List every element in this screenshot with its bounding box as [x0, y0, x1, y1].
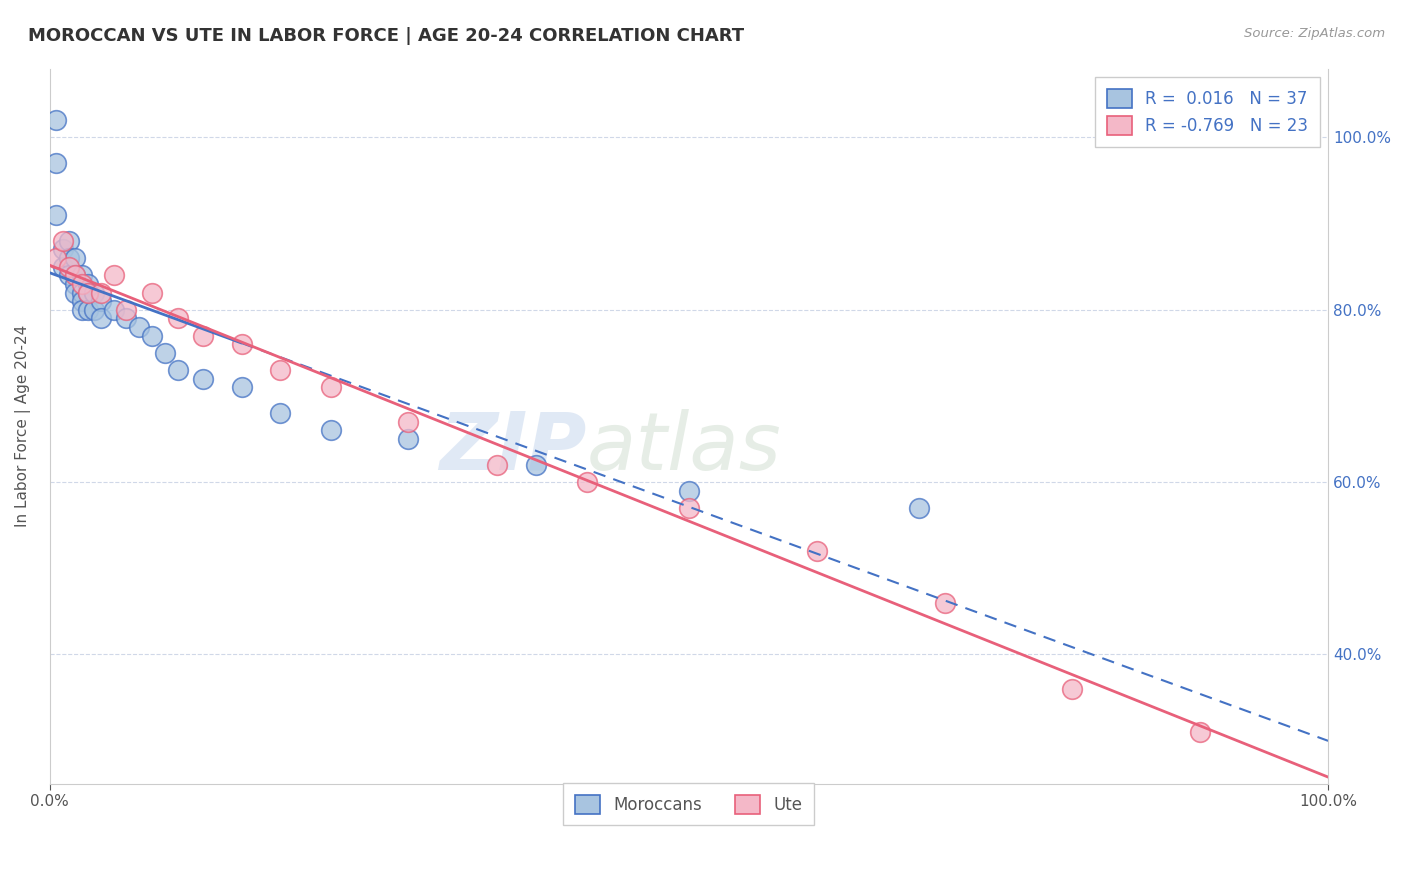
Point	[128, 320, 150, 334]
Point	[269, 406, 291, 420]
Point	[45, 113, 67, 128]
Point	[70, 285, 93, 300]
Point	[678, 500, 700, 515]
Point	[115, 302, 138, 317]
Text: MOROCCAN VS UTE IN LABOR FORCE | AGE 20-24 CORRELATION CHART: MOROCCAN VS UTE IN LABOR FORCE | AGE 20-…	[28, 27, 744, 45]
Point	[575, 475, 598, 490]
Point	[90, 285, 112, 300]
Point	[141, 285, 163, 300]
Point	[678, 483, 700, 498]
Text: ZIP: ZIP	[439, 409, 586, 486]
Point	[231, 337, 253, 351]
Point	[45, 156, 67, 170]
Point	[70, 302, 93, 317]
Point	[83, 302, 105, 317]
Point	[51, 243, 73, 257]
Legend: Moroccans, Ute: Moroccans, Ute	[564, 783, 814, 825]
Point	[191, 372, 214, 386]
Point	[153, 346, 176, 360]
Point	[58, 268, 80, 283]
Point	[51, 234, 73, 248]
Point	[45, 208, 67, 222]
Point	[166, 363, 188, 377]
Text: Source: ZipAtlas.com: Source: ZipAtlas.com	[1244, 27, 1385, 40]
Point	[65, 285, 87, 300]
Y-axis label: In Labor Force | Age 20-24: In Labor Force | Age 20-24	[15, 325, 31, 527]
Point	[806, 544, 828, 558]
Point	[77, 285, 100, 300]
Point	[65, 251, 87, 265]
Point	[103, 268, 125, 283]
Point	[77, 302, 100, 317]
Point	[269, 363, 291, 377]
Point	[70, 268, 93, 283]
Point	[83, 285, 105, 300]
Point	[166, 311, 188, 326]
Point	[65, 268, 87, 283]
Point	[51, 260, 73, 274]
Point	[58, 234, 80, 248]
Point	[90, 311, 112, 326]
Point	[58, 251, 80, 265]
Point	[486, 458, 509, 472]
Point	[77, 285, 100, 300]
Point	[908, 500, 931, 515]
Point	[1189, 725, 1212, 739]
Point	[58, 260, 80, 274]
Point	[70, 277, 93, 291]
Point	[524, 458, 547, 472]
Point	[191, 328, 214, 343]
Point	[65, 277, 87, 291]
Point	[396, 432, 419, 446]
Point	[934, 596, 956, 610]
Point	[141, 328, 163, 343]
Point	[319, 424, 342, 438]
Text: atlas: atlas	[586, 409, 782, 486]
Point	[65, 268, 87, 283]
Point	[90, 294, 112, 309]
Point	[231, 380, 253, 394]
Point	[396, 415, 419, 429]
Point	[70, 294, 93, 309]
Point	[319, 380, 342, 394]
Point	[103, 302, 125, 317]
Point	[45, 251, 67, 265]
Point	[115, 311, 138, 326]
Point	[1062, 681, 1084, 696]
Point	[77, 277, 100, 291]
